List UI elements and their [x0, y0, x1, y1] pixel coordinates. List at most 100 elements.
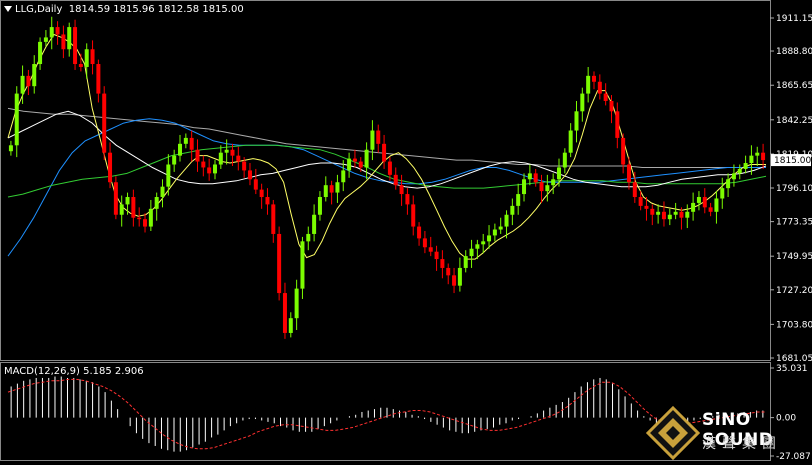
candle-body: [253, 179, 258, 190]
candle-body: [317, 197, 322, 215]
candle-body: [661, 211, 666, 220]
brand-logo: SiNO SOUND 漢聲集團: [644, 406, 812, 461]
candle-body: [720, 188, 725, 199]
candle-body: [236, 155, 241, 162]
candle-body: [539, 182, 544, 192]
candle-body: [113, 182, 118, 215]
candle-body: [562, 152, 567, 168]
y-tick-label: 1796.10: [776, 184, 812, 194]
candle-body: [615, 111, 620, 138]
candle-body: [131, 197, 136, 218]
candle-body: [38, 41, 43, 65]
y-tick-label: 1888.80: [776, 47, 812, 57]
candle-body: [387, 161, 392, 175]
candle-body: [90, 49, 95, 65]
candle-body: [557, 167, 562, 180]
candle-body: [218, 152, 223, 165]
candle-body: [306, 233, 311, 242]
macd-y-tick-label: 0.00: [776, 414, 796, 424]
candle-body: [422, 238, 427, 248]
logo-chinese-text: 漢聲集團: [702, 436, 782, 452]
candle-body: [108, 152, 113, 183]
candle-body: [702, 197, 707, 208]
candle-body: [43, 37, 48, 42]
candle-body: [731, 173, 736, 180]
candle-body: [405, 194, 410, 205]
candle-body: [481, 241, 486, 245]
macd-y-tick-label: 35.031: [776, 364, 808, 374]
chart-header: LLG,Daily 1814.59 1815.96 1812.58 1815.0…: [4, 4, 244, 15]
ohlc-values: 1814.59 1815.96 1812.58 1815.00: [68, 4, 244, 15]
logo-text: SiNO SOUND: [702, 410, 774, 450]
candle-body: [137, 217, 142, 220]
ma-blue-line: [7, 118, 766, 257]
candle-body: [463, 256, 468, 268]
candle-body: [743, 163, 748, 169]
y-tick-label: 1911.15: [776, 14, 812, 24]
y-tick-label: 1749.95: [776, 252, 812, 262]
price-panel-border: [0, 0, 771, 361]
candle-body: [224, 149, 229, 153]
candle-body: [382, 143, 387, 162]
y-tick-label: 1865.65: [776, 81, 812, 91]
candle-body: [492, 229, 497, 236]
candle-body: [172, 155, 177, 165]
candle-body: [434, 251, 439, 260]
candle-body: [609, 100, 614, 112]
current-price-label: 1815.00: [774, 156, 811, 166]
candle-body: [399, 185, 404, 195]
candle-body: [230, 149, 235, 156]
candle-body: [446, 267, 451, 276]
candle-body: [61, 34, 66, 50]
diamond-logo-icon: [646, 406, 700, 460]
candle-body: [312, 214, 317, 234]
ma-white-line: [7, 110, 767, 189]
candle-body: [533, 173, 538, 183]
candle-body: [67, 27, 72, 50]
candle-body: [469, 248, 474, 257]
candle-body: [708, 207, 713, 212]
candle-body: [242, 161, 247, 171]
candle-body: [300, 241, 305, 289]
candle-body: [143, 219, 148, 227]
macd-y-tick-label: -27.087: [776, 452, 811, 461]
candle-body: [73, 27, 78, 65]
candle-body: [626, 164, 631, 183]
candle-body: [749, 155, 754, 164]
candle-body: [265, 197, 270, 205]
candle-body: [679, 211, 684, 218]
candle-body: [119, 204, 124, 215]
candle-body: [586, 75, 591, 94]
y-tick-label: 1773.35: [776, 218, 812, 228]
candle-body: [545, 185, 550, 192]
candle-body: [428, 247, 433, 252]
candle-body: [638, 197, 643, 206]
y-tick-label: 1727.20: [776, 286, 812, 296]
ma-green-line: [7, 144, 767, 198]
candle-body: [125, 197, 130, 205]
candle-body: [376, 130, 381, 144]
candle-body: [487, 235, 492, 242]
candle-body: [685, 211, 690, 218]
candle-body: [183, 137, 188, 144]
candle-body: [650, 208, 655, 215]
candle-body: [440, 259, 445, 268]
dropdown-triangle-icon[interactable]: [4, 6, 12, 12]
candle-body: [457, 267, 462, 286]
candle-body: [691, 202, 696, 212]
candle-body: [294, 288, 299, 319]
candle-body: [568, 130, 573, 153]
candle-body: [522, 179, 527, 195]
candle-body: [26, 75, 31, 87]
current-price-box: [771, 154, 811, 167]
candle-body: [452, 275, 457, 286]
candle-body: [288, 318, 293, 333]
candle-body: [591, 75, 596, 82]
candle-body: [178, 143, 183, 156]
candle-body: [247, 170, 252, 180]
candle-body: [364, 149, 369, 168]
candle-body: [32, 64, 37, 87]
candle-body: [656, 211, 661, 215]
